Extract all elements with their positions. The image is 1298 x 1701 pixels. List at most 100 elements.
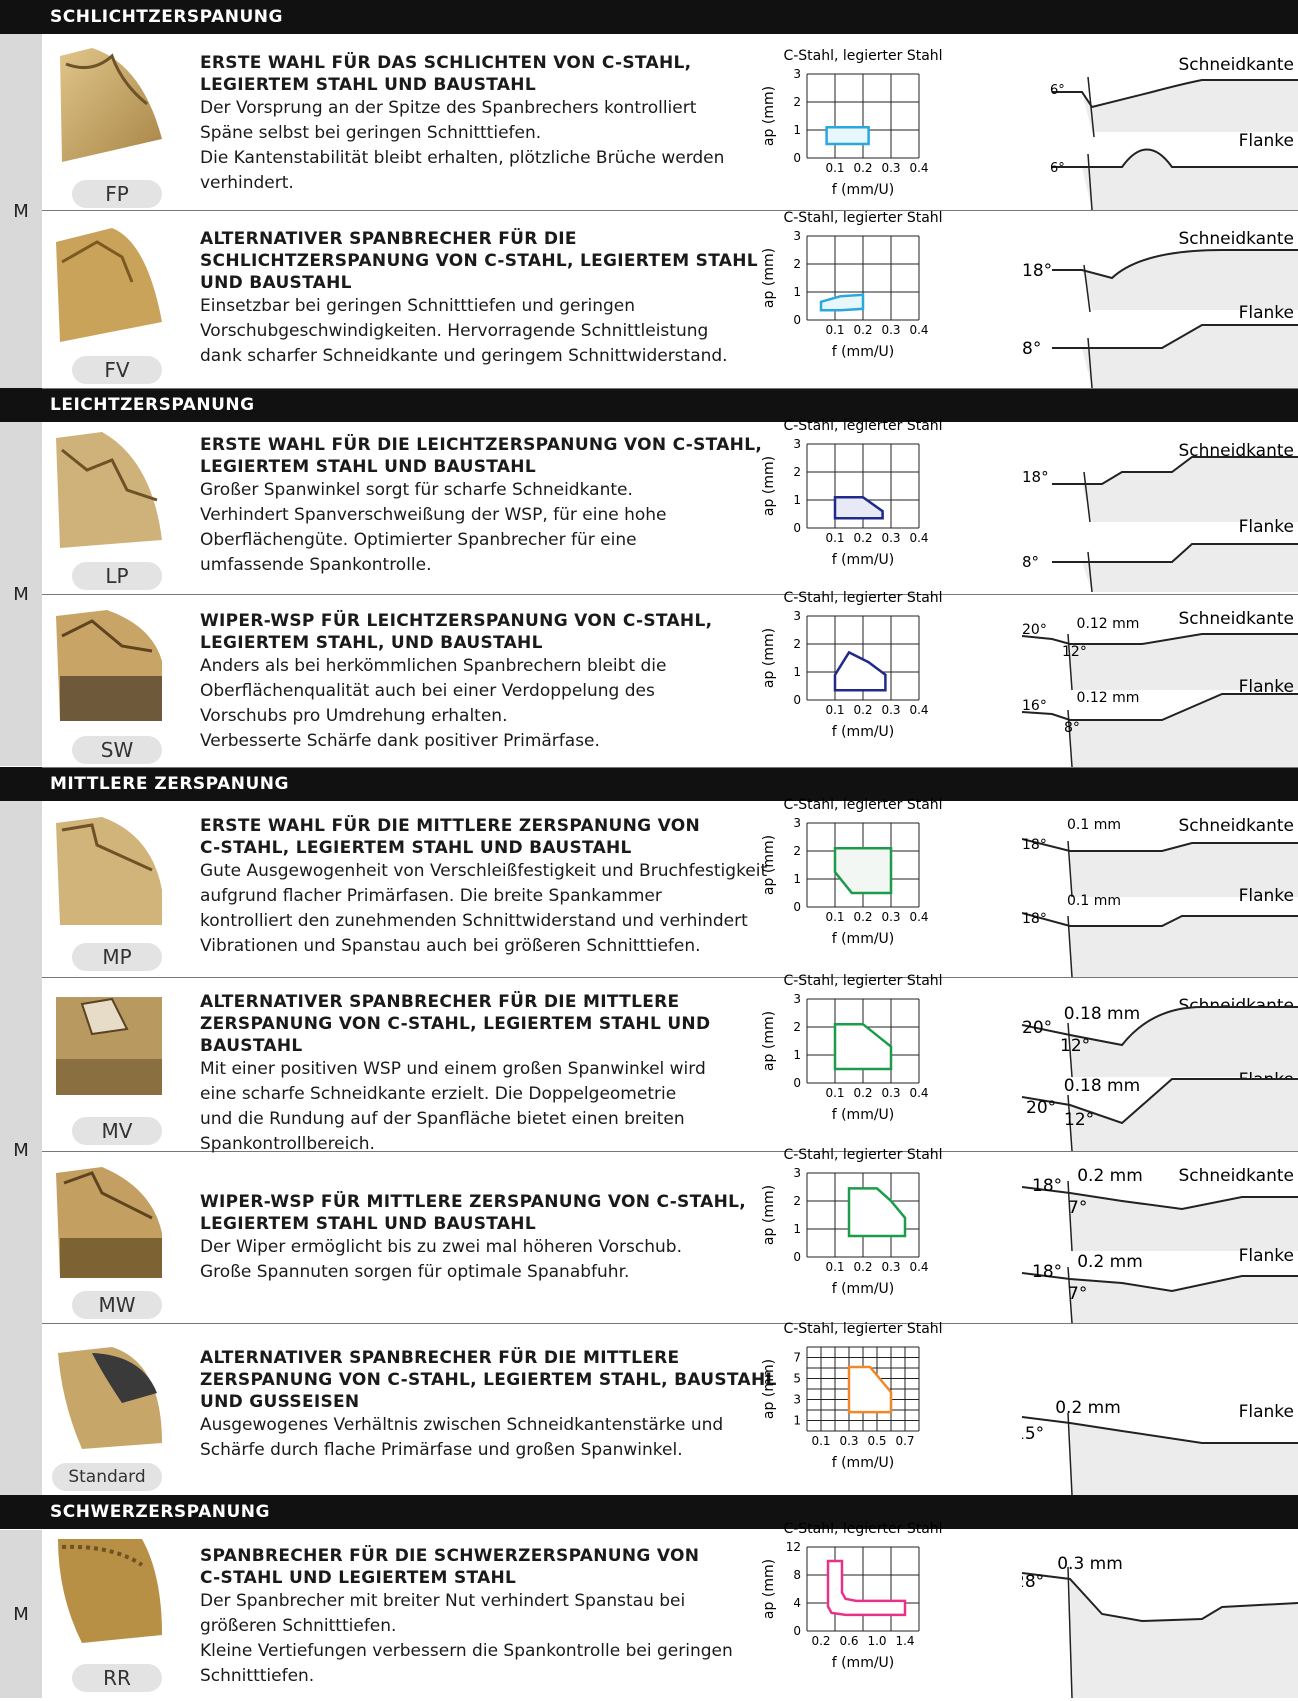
geom-angle: 18° [1022,837,1047,853]
row-fp: FP ERSTE WAHL FÜR DAS SCHLICHTEN VON C-S… [42,34,1298,211]
chart-title: C-Stahl, legierter Stahl [783,210,942,226]
chart-x-tick: 0.3 [881,323,900,337]
chart-y-tick: 5 [793,1372,801,1386]
geom-angle: 18° [1032,1262,1062,1282]
chart-x-tick: 0.1 [825,703,844,717]
chart-x-tick: 0.1 [825,910,844,924]
chart-x-label: f (mm/U) [832,1107,895,1123]
side-strip-3 [0,800,42,1495]
chart-svg: C-Stahl, legierter Stahl 0.1 0.2 0.3 0.4 0 1 2 3… [761,973,943,1123]
row-fv: FV ALTERNATIVER SPANBRECHER FÜR DIE SCHL… [42,210,1298,389]
geom-width: 0.2 mm [1077,1252,1143,1272]
row-title-line: C-STAHL UND LEGIERTEM STAHL [200,1568,517,1588]
row-title-line: LEGIERTEM STAHL, UND BAUSTAHL [200,633,543,653]
row-desc-line: Oberflächengüte. Optimierter Spanbrecher… [200,530,637,550]
chart-y-tick: 7 [793,1351,801,1365]
chart-y-tick: 0 [793,151,801,165]
chart-y-tick: 3 [793,1393,801,1407]
chart-x-tick: 0.5 [867,1434,886,1448]
row-desc-line: Große Spannuten sorgen für optimale Span… [200,1262,630,1282]
chart-x-label: f (mm/U) [832,1455,895,1471]
chart-y-label: ap (mm) [761,1011,777,1071]
chart-y-tick: 2 [793,257,801,271]
chart-y-label: ap (mm) [761,86,777,146]
row-desc-line: Vorschubs pro Umdrehung erhalten. [200,706,508,726]
row-rr: RR SPANBRECHER FÜR DIE SCHWERZERSPANUNG … [42,1521,1298,1698]
geom-label-edge: Schneidkante [1178,816,1294,836]
insert-photo-mv [56,997,162,1095]
chart-lp: C-Stahl, legierter Stahl 0.1 0.2 0.3 0.4 0 1 2 3… [761,414,1027,594]
chart-svg: C-Stahl, legierter Stahl 0.1 0.2 0.3 0.4 0 1 2 3… [761,1147,943,1297]
geom-label-edge: Schneidkante [1178,229,1294,249]
chart-y-tick: 0 [793,1250,801,1264]
geom-angle: 18° [1032,1176,1062,1196]
geom-width: 0.3 mm [1057,1554,1123,1574]
section-header-schlicht: SCHLICHTZERSPANUNG [0,0,1298,34]
chart-y-tick: 1 [793,872,801,886]
chart-x-tick: 0.3 [881,910,900,924]
geometry-mp: Schneidkante 18° 0.1 mm Flanke 18° 0.1 m… [1022,816,1298,977]
chart-y-tick: 1 [793,1222,801,1236]
code-badge: RR [72,1664,162,1692]
chart-x-tick: 0.1 [825,323,844,337]
geom-angle: 12° [1062,644,1087,660]
geom-angle: 12° [1064,1110,1094,1130]
row-title-line: WIPER-WSP FÜR LEICHTZERSPANUNG VON C-STA… [200,611,713,631]
chart-x-tick: 0.3 [881,1260,900,1274]
chart-y-tick: 0 [793,313,801,327]
side-label-m: M [13,1604,29,1625]
chart-x-tick: 0.3 [881,703,900,717]
chart-x-tick: 0.4 [909,910,928,924]
row-desc-line: Mit einer positiven WSP und einem großen… [200,1059,706,1079]
chart-y-tick: 3 [793,816,801,830]
chart-x-tick: 1.4 [895,1634,914,1648]
geom-angle: 20° [1022,622,1047,638]
chart-y-tick: 1 [793,493,801,507]
geometry-mv: Schneidkante 20° 0.18 mm 12° Flanke 20° … [1022,996,1298,1151]
chart-area [825,125,870,146]
row-mw: MW WIPER-WSP FÜR MITTLERE ZERSPANUNG VON… [42,1147,1298,1324]
section-header-schwer: SCHWERZERSPANUNG [0,1495,1298,1529]
chart-x-label: f (mm/U) [832,1655,895,1671]
chart-x-tick: 1.0 [867,1634,886,1648]
row-title-line: C-STAHL, LEGIERTEM STAHL UND BAUSTAHL [200,838,632,858]
row-title-line: ERSTE WAHL FÜR DIE MITTLERE ZERSPANUNG V… [200,816,701,836]
chart-x-tick: 0.2 [853,161,872,175]
row-title-line: ALTERNATIVER SPANBRECHER FÜR DIE [200,229,577,249]
chart-y-tick: 2 [793,1020,801,1034]
geometry-fv: Schneidkante 18° Flanke 8° [1022,229,1298,388]
insert-photo-fv [56,228,162,342]
geom-angle: 8° [1064,720,1080,736]
geometry-rr: 28° 0.3 mm [1022,1554,1298,1698]
side-label-m: M [13,1140,29,1161]
chart-mv: C-Stahl, legierter Stahl 0.1 0.2 0.3 0.4 0 1 2 3… [761,969,1027,1149]
row-desc-line: dank scharfer Schneidkante und geringem … [200,346,728,366]
geom-width: 0.2 mm [1077,1166,1143,1186]
row-desc-line: Verbesserte Schärfe dank positiver Primä… [200,731,600,751]
chart-x-tick: 0.2 [853,1260,872,1274]
row-mp: MP ERSTE WAHL FÜR DIE MITTLERE ZERSPANUN… [42,797,1298,978]
geom-angle: 18° [1022,261,1052,281]
side-label-m: M [13,584,29,605]
chart-y-tick: 3 [793,437,801,451]
chart-y-tick: 12 [786,1540,801,1554]
row-desc-line: Großer Spanwinkel sorgt für scharfe Schn… [200,480,633,500]
chart-x-tick: 0.1 [811,1434,830,1448]
code-badge: FV [72,356,162,384]
geometry-fp: Schneidkante 6° Flanke 6° [1050,55,1298,210]
chart-area [847,1187,907,1238]
geom-angle: 15° [1022,1424,1044,1444]
chart-y-tick: 1 [793,123,801,137]
chart-y-tick: 2 [793,465,801,479]
row-desc-line: Die Kantenstabilität bleibt erhalten, pl… [200,148,725,168]
geom-width: 0.18 mm [1064,1004,1140,1024]
chart-title: C-Stahl, legierter Stahl [783,590,942,606]
chart-svg: C-Stahl, legierter Stahl 0.1 0.3 0.5 0.7 1 3 5 7… [761,1321,943,1471]
chart-x-tick: 0.2 [853,323,872,337]
code-badge: MW [72,1291,162,1319]
side-label-m: M [13,201,29,222]
chart-area [819,293,865,312]
chart-mp: C-Stahl, legierter Stahl 0.1 0.2 0.3 0.4 0 1 2 3… [761,793,1027,973]
insert-photo-sw [56,610,162,721]
chart-y-tick: 3 [793,1166,801,1180]
